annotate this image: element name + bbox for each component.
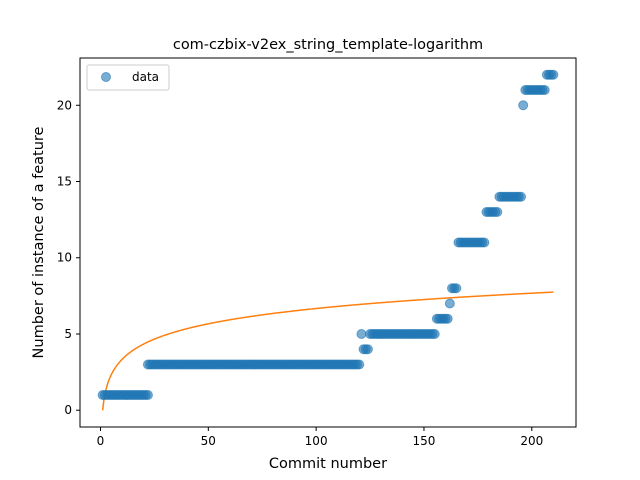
data-point (143, 390, 152, 399)
x-tick-label: 50 (201, 434, 216, 448)
y-tick-label: 15 (57, 175, 72, 189)
x-axis-label: Commit number (269, 456, 387, 472)
y-tick-label: 0 (64, 403, 72, 417)
legend-marker-data (102, 73, 111, 82)
data-point (363, 345, 372, 354)
y-tick-label: 20 (57, 98, 72, 112)
y-axis-label: Number of instance of a feature (31, 126, 47, 358)
legend-label-data: data (132, 70, 159, 84)
chart-title: com-czbix-v2ex_string_template-logarithm (173, 37, 483, 53)
x-tick-label: 150 (413, 434, 436, 448)
data-point (430, 329, 439, 338)
data-point (445, 299, 454, 308)
legend: data (87, 65, 169, 90)
data-point (357, 329, 366, 338)
data-point (549, 70, 558, 79)
x-tick-label: 0 (97, 434, 105, 448)
data-point (452, 284, 461, 293)
x-tick-label: 200 (520, 434, 543, 448)
data-point (517, 192, 526, 201)
x-tick-label: 100 (305, 434, 328, 448)
data-point (540, 86, 549, 95)
y-tick-label: 10 (57, 251, 72, 265)
data-point (480, 238, 489, 247)
plot-area (80, 58, 576, 427)
data-point (443, 314, 452, 323)
data-point (493, 208, 502, 217)
data-point (519, 101, 528, 110)
y-tick-label: 5 (64, 327, 72, 341)
data-point (355, 360, 364, 369)
